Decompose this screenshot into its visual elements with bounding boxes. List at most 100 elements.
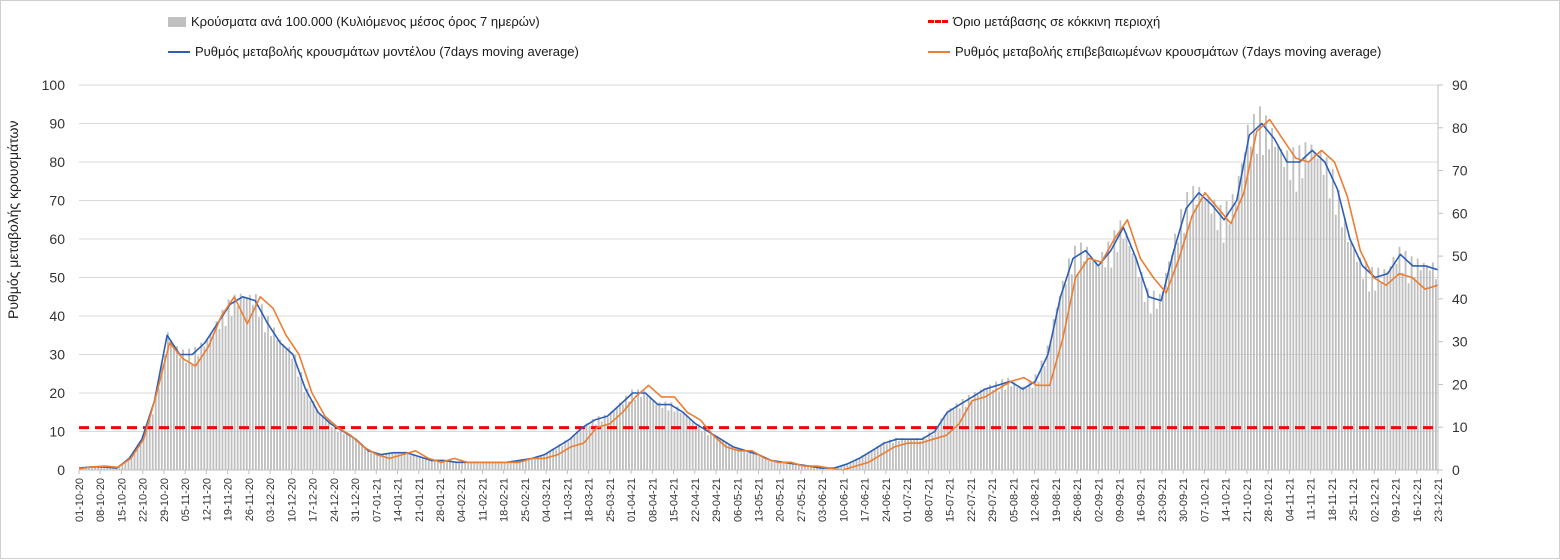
- bar: [816, 467, 818, 470]
- x-tick-label: 08-04-21: [647, 478, 659, 522]
- bar: [515, 461, 518, 470]
- bar: [430, 460, 433, 470]
- x-tick-label: 02-09-21: [1093, 478, 1105, 522]
- bar: [1131, 253, 1134, 470]
- bar: [1271, 127, 1273, 471]
- bar: [982, 388, 985, 470]
- bar: [594, 424, 597, 470]
- bar: [106, 467, 109, 470]
- bar: [916, 438, 919, 470]
- bar: [446, 460, 448, 470]
- bar: [1365, 261, 1368, 470]
- bar: [737, 447, 740, 470]
- legend-model-swatch: [168, 50, 190, 53]
- x-tick-label: 25-03-21: [605, 478, 617, 522]
- x-tick-label: 01-04-21: [626, 478, 638, 522]
- bar: [1204, 199, 1207, 470]
- x-tick-label: 23-12-21: [1433, 478, 1445, 522]
- bar: [716, 435, 718, 470]
- bar: [415, 456, 418, 470]
- bar: [297, 376, 300, 470]
- x-tick-label: 05-08-21: [1008, 478, 1020, 522]
- bar: [573, 435, 576, 470]
- bar: [242, 297, 245, 470]
- bar: [1347, 242, 1349, 470]
- x-tick-label: 25-02-21: [520, 478, 532, 522]
- legend-bars-label: Κρούσματα ανά 100.000 (Κυλιόμενος μέσος …: [191, 14, 540, 29]
- bar: [473, 462, 476, 470]
- bar: [367, 449, 370, 470]
- bar: [800, 465, 803, 470]
- bar: [652, 399, 655, 470]
- bar: [112, 467, 115, 470]
- bar: [697, 424, 700, 470]
- bar: [564, 440, 567, 470]
- bar: [355, 438, 357, 470]
- bar: [1061, 280, 1064, 470]
- bar: [239, 293, 242, 470]
- bar: [391, 452, 394, 470]
- bar: [612, 409, 615, 470]
- bar: [200, 342, 203, 470]
- bar: [1274, 146, 1277, 470]
- bar: [1089, 260, 1091, 470]
- bar: [740, 451, 743, 470]
- bar: [600, 421, 603, 470]
- bar: [1356, 262, 1358, 470]
- bar: [758, 455, 761, 470]
- bar: [182, 349, 184, 470]
- bar: [1158, 293, 1161, 470]
- bar: [713, 437, 715, 470]
- bar: [1434, 279, 1437, 470]
- y-tick-label-right: 80: [1452, 120, 1468, 136]
- bar: [1410, 256, 1413, 470]
- bar: [846, 463, 849, 470]
- bar: [427, 459, 430, 470]
- bar: [558, 444, 561, 470]
- bar: [130, 456, 133, 470]
- bar: [1286, 150, 1289, 471]
- bar: [1007, 377, 1010, 470]
- x-tick-label: 23-09-21: [1157, 478, 1169, 522]
- bar: [294, 354, 297, 470]
- bar: [245, 297, 248, 470]
- bar: [546, 452, 548, 470]
- bar: [364, 448, 366, 470]
- bar: [940, 418, 943, 470]
- bar: [88, 467, 90, 470]
- y-tick-label-right: 70: [1452, 163, 1468, 179]
- bar: [1259, 106, 1261, 470]
- bar: [986, 389, 988, 470]
- bar: [925, 439, 928, 470]
- bar: [822, 467, 825, 470]
- bar: [376, 454, 379, 470]
- bar: [555, 449, 558, 470]
- bar: [97, 466, 100, 470]
- bar: [1180, 209, 1182, 471]
- y-tick-label-left: 90: [49, 116, 65, 132]
- bar: [521, 460, 524, 470]
- bar: [188, 348, 191, 470]
- bar: [885, 444, 888, 470]
- bar: [1034, 374, 1037, 470]
- bar: [1004, 389, 1007, 470]
- bar: [1298, 145, 1301, 471]
- bar: [1240, 163, 1243, 470]
- bar: [512, 460, 515, 470]
- y-tick-label-right: 40: [1452, 291, 1468, 307]
- bar: [952, 409, 955, 470]
- bar: [327, 419, 330, 470]
- bar: [679, 413, 682, 470]
- bar: [251, 304, 254, 470]
- x-tick-label: 30-09-21: [1178, 478, 1190, 522]
- bar: [1237, 175, 1240, 471]
- bar: [970, 400, 973, 470]
- bar: [1371, 267, 1374, 470]
- bar: [603, 414, 606, 470]
- bar: [910, 438, 912, 470]
- bar: [1028, 381, 1031, 470]
- bar: [788, 463, 791, 470]
- bar: [206, 338, 209, 470]
- x-tick-label: 24-06-21: [881, 478, 893, 522]
- bar: [400, 452, 403, 470]
